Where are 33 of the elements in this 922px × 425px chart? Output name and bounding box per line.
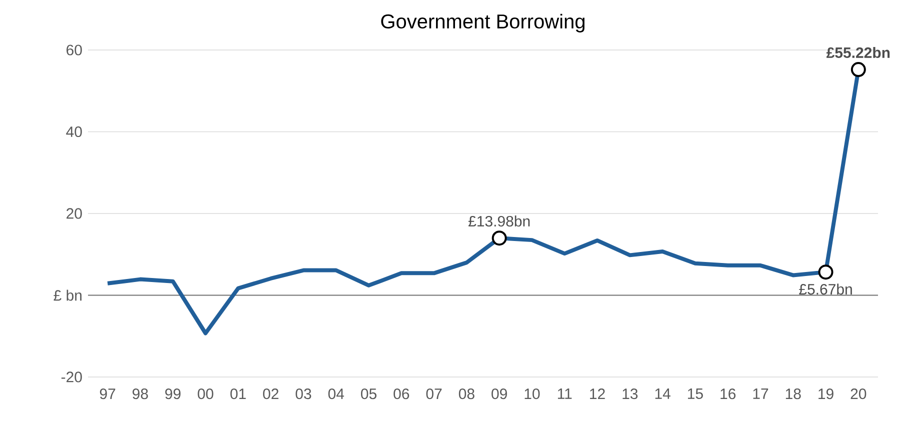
- x-tick-label: 17: [753, 388, 768, 399]
- chart-title: Government Borrowing: [381, 14, 584, 32]
- x-tick-label: 13: [622, 388, 638, 400]
- annotation: £5.67bn: [799, 284, 852, 295]
- y-tick-label: 20: [66, 208, 82, 219]
- x-tick-label: 06: [394, 388, 410, 400]
- x-tick-label: 08: [458, 388, 474, 400]
- x-tick-label: 05: [360, 388, 376, 400]
- y-tick-label: -20: [61, 372, 82, 382]
- x-tick-label: 04: [328, 388, 344, 400]
- x-tick-label: 18: [786, 388, 801, 400]
- y-tick-label: £ bn: [54, 290, 82, 301]
- x-tick-label: 12: [590, 388, 605, 399]
- x-tick-label: 00: [198, 388, 214, 400]
- x-tick-label: 07: [426, 388, 442, 400]
- x-tick-label: 02: [263, 388, 278, 400]
- x-tick-label: 11: [558, 388, 572, 399]
- x-tick-label: 03: [296, 388, 312, 400]
- x-tick-label: 14: [655, 388, 670, 399]
- annotation: £55.22bn: [826, 46, 890, 58]
- x-tick-label: 09: [492, 388, 507, 400]
- x-tick-label: 97: [100, 388, 116, 400]
- x-tick-label: 15: [688, 388, 703, 399]
- x-tick-label: 01: [230, 388, 246, 400]
- x-tick-label: 99: [165, 388, 181, 400]
- x-tick-label: 98: [132, 388, 148, 400]
- annotation: £13.98bn: [468, 216, 530, 227]
- x-tick-label: 16: [720, 388, 736, 400]
- x-tick-label: 19: [818, 388, 834, 400]
- y-tick-label: 60: [66, 44, 82, 56]
- x-tick-label: 10: [524, 388, 540, 400]
- x-tick-label: 20: [850, 388, 866, 400]
- y-tick-label: 40: [66, 126, 82, 138]
